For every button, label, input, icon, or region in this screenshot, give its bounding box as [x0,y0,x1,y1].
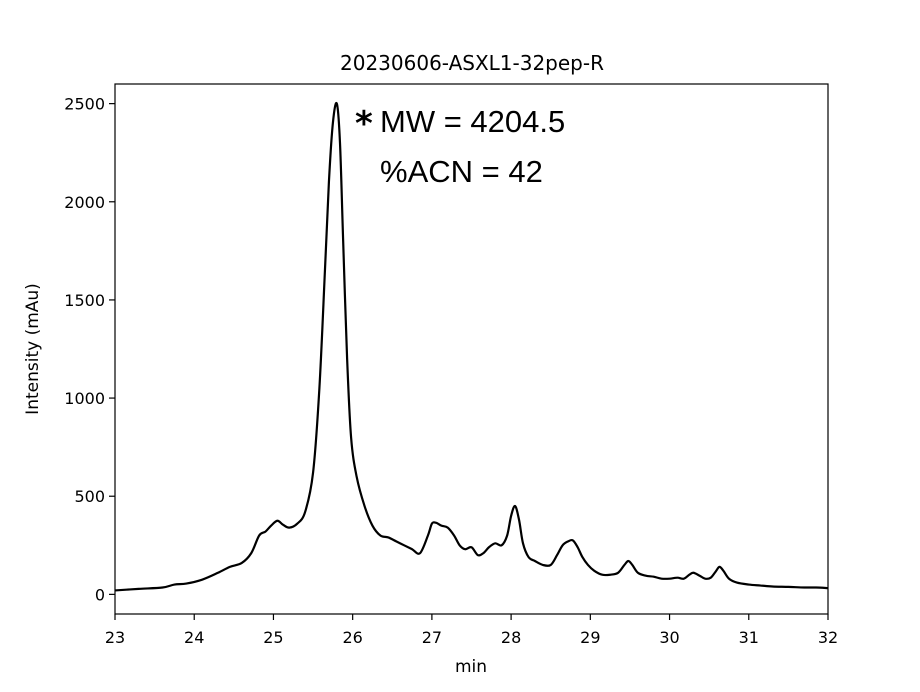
x-tick-label: 26 [342,628,362,647]
y-tick-label: 500 [74,487,105,506]
y-tick-label: 2500 [64,95,105,114]
annotation-mw: MW = 4204.5 [380,104,565,139]
y-tick-label: 1500 [64,291,105,310]
y-tick-label: 0 [95,585,105,604]
y-tick-label: 2000 [64,193,105,212]
y-tick-label: 1000 [64,389,105,408]
x-tick-label: 23 [105,628,125,647]
x-tick-label: 30 [659,628,679,647]
chart-title: 20230606-ASXL1-32pep-R [340,51,604,75]
x-tick-label: 29 [580,628,600,647]
annotation-acn: %ACN = 42 [380,154,543,189]
series-layer [114,101,829,592]
x-tick-label: 28 [501,628,521,647]
x-tick-label: 32 [818,628,838,647]
chromatogram-line [114,101,829,592]
x-tick-label: 27 [422,628,442,647]
x-tick-label: 24 [184,628,204,647]
x-axis-label: min [455,657,487,677]
y-axis: 0 500 1000 1500 2000 2500 [64,95,115,604]
y-axis-label: Intensity (mAu) [23,283,43,415]
annotation-marker: * [355,104,373,144]
x-tick-label: 31 [739,628,759,647]
plot-frame [114,83,829,615]
x-tick-label: 25 [263,628,283,647]
x-axis: 23 24 25 26 27 28 29 30 31 32 [105,614,838,647]
